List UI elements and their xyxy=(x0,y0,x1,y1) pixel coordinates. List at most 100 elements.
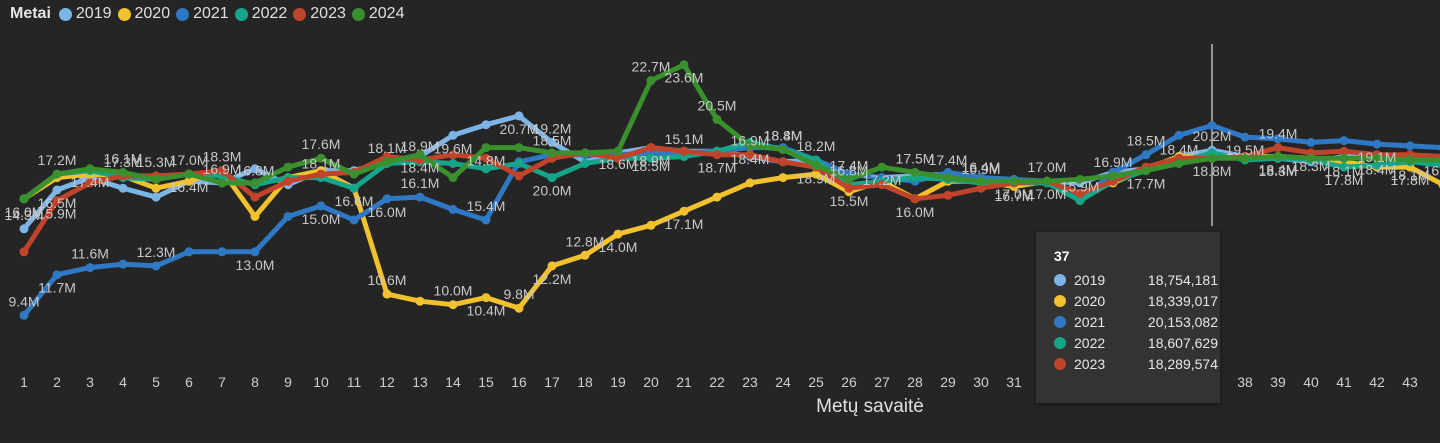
data-point-2024[interactable] xyxy=(1009,176,1019,186)
data-point-2023[interactable] xyxy=(514,171,524,181)
data-point-2021[interactable] xyxy=(349,215,359,225)
data-point-2024[interactable] xyxy=(613,146,623,156)
data-point-2020[interactable] xyxy=(580,250,590,260)
data-point-2019[interactable] xyxy=(52,185,62,195)
data-point-2022[interactable] xyxy=(349,183,359,193)
legend-entry-2023[interactable]: 2023 xyxy=(293,5,346,23)
data-point-2020[interactable] xyxy=(613,229,623,239)
data-point-2023[interactable] xyxy=(481,153,491,163)
data-point-2024[interactable] xyxy=(118,167,128,177)
data-point-2021[interactable] xyxy=(1207,121,1217,130)
data-point-2024[interactable] xyxy=(580,148,590,158)
data-point-2021[interactable] xyxy=(448,204,458,214)
data-point-2024[interactable] xyxy=(976,176,986,186)
data-point-2024[interactable] xyxy=(910,167,920,177)
data-point-2019[interactable] xyxy=(514,111,524,121)
data-point-2021[interactable] xyxy=(250,247,260,257)
data-point-2024[interactable] xyxy=(52,169,62,179)
data-point-2019[interactable] xyxy=(481,120,491,130)
data-point-2020[interactable] xyxy=(679,206,689,216)
data-point-2022[interactable] xyxy=(646,153,656,163)
data-point-2021[interactable] xyxy=(415,192,425,202)
data-point-2022[interactable] xyxy=(514,159,524,168)
data-point-2023[interactable] xyxy=(613,153,623,163)
data-point-2024[interactable] xyxy=(1306,153,1316,163)
data-point-2023[interactable] xyxy=(745,150,755,160)
data-point-2020[interactable] xyxy=(646,220,656,230)
series-line-2021[interactable] xyxy=(21,123,1440,318)
data-point-2020[interactable] xyxy=(514,303,524,313)
data-point-2024[interactable] xyxy=(283,162,293,172)
data-point-2021[interactable] xyxy=(1306,137,1316,147)
data-point-2022[interactable] xyxy=(448,159,458,168)
data-point-2021[interactable] xyxy=(19,310,29,320)
data-point-2021[interactable] xyxy=(316,201,326,211)
data-point-2023[interactable] xyxy=(712,150,722,160)
data-point-2023[interactable] xyxy=(52,196,62,206)
data-point-2023[interactable] xyxy=(1273,143,1283,153)
data-point-2021[interactable] xyxy=(1273,134,1283,144)
data-point-2020[interactable] xyxy=(151,183,161,193)
data-point-2023[interactable] xyxy=(250,192,260,202)
data-point-2024[interactable] xyxy=(646,76,656,86)
data-point-2021[interactable] xyxy=(118,259,128,269)
data-point-2024[interactable] xyxy=(151,174,161,184)
series-line-2022[interactable] xyxy=(21,139,1440,204)
data-point-2020[interactable] xyxy=(712,192,722,202)
data-point-2024[interactable] xyxy=(1075,174,1085,184)
series-2024[interactable] xyxy=(19,60,1440,204)
data-point-2022[interactable] xyxy=(547,173,557,183)
data-point-2024[interactable] xyxy=(316,153,326,163)
data-point-2024[interactable] xyxy=(382,157,392,167)
data-point-2023[interactable] xyxy=(844,183,854,193)
data-point-2021[interactable] xyxy=(184,247,194,257)
data-point-2020[interactable] xyxy=(811,169,821,179)
series-line-2024[interactable] xyxy=(21,62,1440,202)
data-point-2021[interactable] xyxy=(1174,130,1184,140)
data-point-2024[interactable] xyxy=(745,141,755,151)
data-point-2024[interactable] xyxy=(1174,159,1184,168)
data-point-2024[interactable] xyxy=(1141,166,1151,176)
data-point-2021[interactable] xyxy=(151,261,161,271)
data-point-2021[interactable] xyxy=(1339,136,1349,146)
data-point-2024[interactable] xyxy=(1339,153,1349,163)
data-point-2023[interactable] xyxy=(217,166,227,176)
data-point-2019[interactable] xyxy=(547,137,557,147)
data-point-2023[interactable] xyxy=(283,176,293,186)
data-point-2023[interactable] xyxy=(19,247,29,257)
data-point-2024[interactable] xyxy=(184,169,194,179)
data-point-2021[interactable] xyxy=(1240,132,1250,142)
data-point-2024[interactable] xyxy=(1372,153,1382,163)
data-point-2024[interactable] xyxy=(349,169,359,179)
data-point-2024[interactable] xyxy=(943,173,953,183)
data-point-2024[interactable] xyxy=(1273,152,1283,161)
data-point-2019[interactable] xyxy=(448,130,458,140)
data-point-2023[interactable] xyxy=(679,146,689,156)
data-point-2023[interactable] xyxy=(943,190,953,200)
data-point-2023[interactable] xyxy=(316,169,326,179)
data-point-2021[interactable] xyxy=(1141,150,1151,160)
data-point-2020[interactable] xyxy=(481,293,491,303)
data-point-2024[interactable] xyxy=(514,143,524,153)
data-point-2024[interactable] xyxy=(85,164,95,174)
data-point-2021[interactable] xyxy=(283,212,293,221)
data-point-2019[interactable] xyxy=(19,224,29,234)
data-point-2021[interactable] xyxy=(481,215,491,225)
data-point-2021[interactable] xyxy=(217,247,227,257)
data-point-2021[interactable] xyxy=(85,263,95,273)
data-point-2020[interactable] xyxy=(382,289,392,299)
data-point-2021[interactable] xyxy=(1372,139,1382,149)
data-point-2024[interactable] xyxy=(1405,155,1415,165)
data-point-2020[interactable] xyxy=(547,261,557,271)
data-point-2019[interactable] xyxy=(250,164,260,174)
data-point-2021[interactable] xyxy=(1405,141,1415,151)
legend-entry-2024[interactable]: 2024 xyxy=(351,5,404,23)
data-point-2023[interactable] xyxy=(1339,146,1349,156)
data-point-2021[interactable] xyxy=(382,194,392,204)
data-point-2020[interactable] xyxy=(778,173,788,183)
data-point-2020[interactable] xyxy=(415,296,425,306)
data-point-2020[interactable] xyxy=(250,212,260,221)
data-point-2023[interactable] xyxy=(448,150,458,160)
data-point-2024[interactable] xyxy=(250,178,260,188)
data-point-2022[interactable] xyxy=(1339,162,1349,172)
